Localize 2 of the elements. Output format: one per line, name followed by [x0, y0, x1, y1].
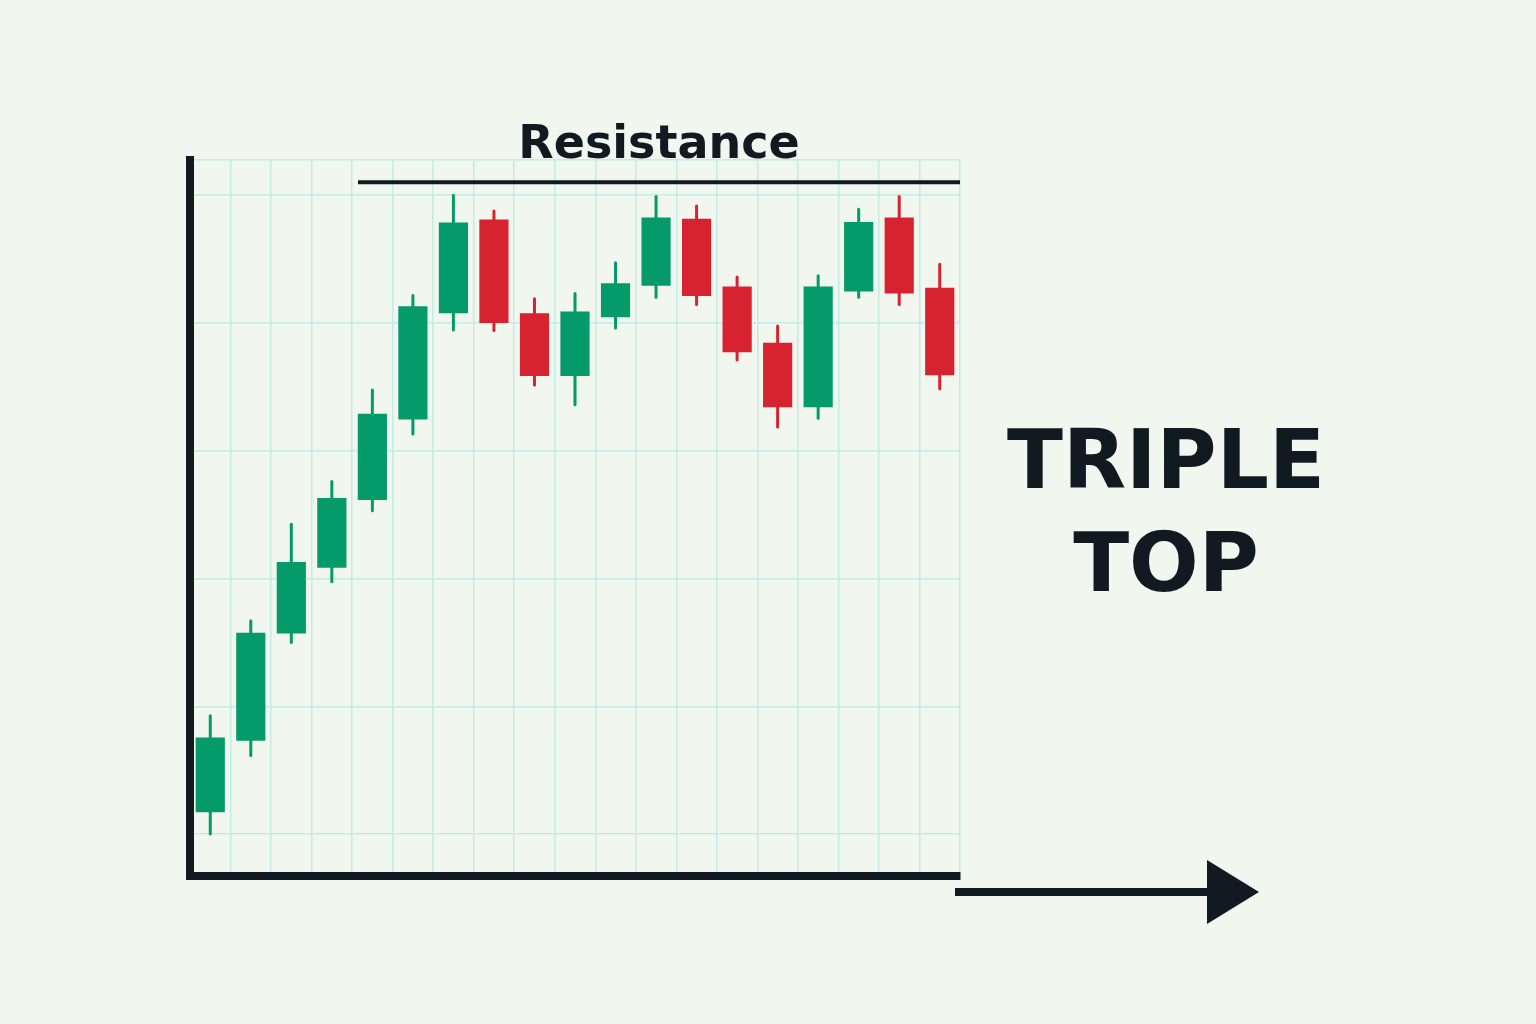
ref-line-label: Resistance [518, 115, 800, 170]
text: TRIPLE TOP [1007, 412, 1325, 611]
